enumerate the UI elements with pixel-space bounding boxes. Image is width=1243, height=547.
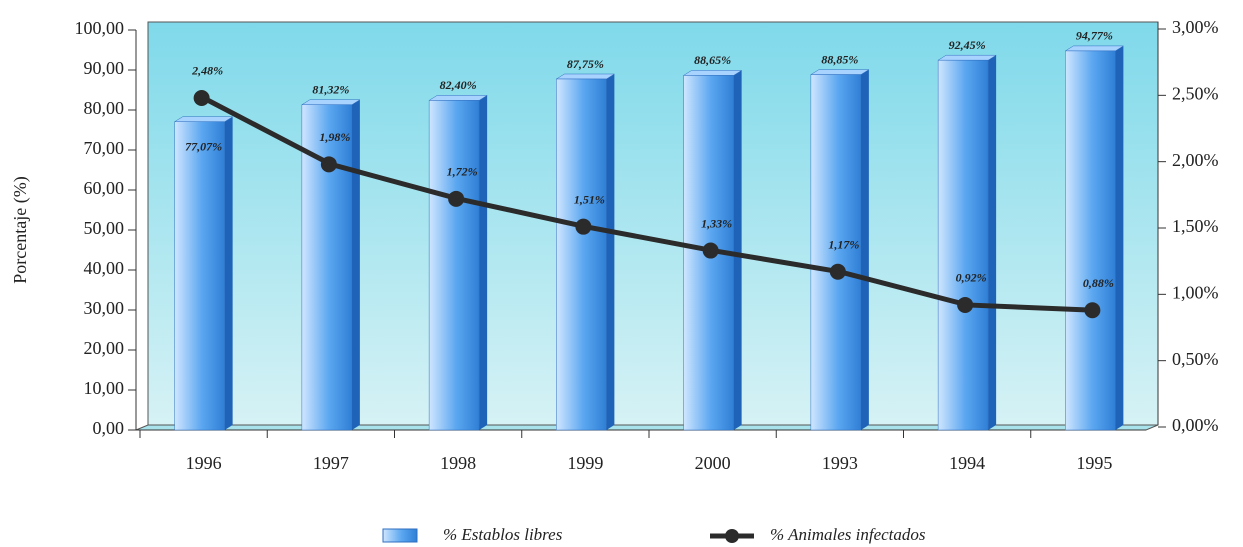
bar-top (428, 95, 488, 101)
line-value-label: 0,92% (956, 271, 987, 285)
x-tick-label: 1996 (186, 453, 222, 473)
bar-side (606, 74, 615, 430)
plot-wall (147, 21, 1159, 426)
y-tick-label: 10,00 (84, 378, 125, 398)
y2-tick-label: 1,00% (1172, 282, 1219, 302)
line-marker (575, 218, 592, 235)
line-marker (320, 156, 337, 173)
line-marker (829, 263, 846, 280)
bar-side (860, 69, 869, 430)
bar (1065, 50, 1116, 431)
bar (556, 78, 607, 431)
line-value-label: 1,51% (574, 192, 605, 206)
bar-side (224, 116, 233, 430)
x-tick-label: 2000 (695, 453, 731, 473)
x-tick-label: 1999 (567, 453, 603, 473)
bar-top (682, 70, 743, 76)
plot-floor (135, 424, 1159, 431)
bar-value-label: 92,45% (949, 38, 986, 52)
x-tick-label: 1997 (313, 453, 349, 473)
y-tick-label: 80,00 (84, 98, 125, 118)
y2-tick-label: 0,50% (1172, 349, 1219, 369)
bar (937, 59, 989, 431)
bar-value-label: 77,07% (185, 139, 222, 153)
legend-swatch (382, 528, 418, 543)
bar (174, 121, 225, 431)
y-axis-label: Porcentaje (%) (10, 176, 31, 283)
y-tick-label: 40,00 (84, 258, 125, 278)
y-tick-label: 70,00 (84, 138, 125, 158)
line-value-label: 2,48% (191, 64, 223, 78)
bar-top (555, 73, 616, 80)
y-tick-label: 90,00 (84, 58, 125, 78)
y2-tick-label: 0,00% (1172, 415, 1219, 435)
bar-side (351, 99, 360, 430)
line-value-label: 1,33% (701, 216, 732, 230)
bar-top (810, 69, 870, 75)
bar-value-label: 87,75% (567, 57, 604, 71)
line-marker (957, 296, 974, 313)
bar-value-label: 88,85% (821, 52, 858, 66)
bar-side (988, 55, 997, 430)
legend-swatch-marker (725, 529, 739, 543)
x-tick-label: 1993 (822, 453, 858, 473)
x-tick-label: 1994 (949, 453, 985, 473)
line-marker (702, 242, 719, 259)
bar (810, 74, 862, 431)
line-marker (448, 190, 465, 207)
line-value-label: 0,88% (1083, 276, 1114, 290)
legend-label: % Establos libres (443, 525, 563, 544)
y2-tick-label: 3,00% (1172, 17, 1219, 37)
legend-label: % Animales infectados (770, 525, 926, 544)
y-tick-label: 30,00 (84, 298, 125, 318)
line-value-label: 1,72% (447, 165, 478, 179)
y-tick-label: 60,00 (84, 178, 125, 198)
bar-side (479, 95, 488, 431)
bar-value-label: 88,65% (694, 53, 731, 67)
y-tick-label: 50,00 (84, 218, 125, 238)
bar-side (1115, 45, 1124, 431)
x-tick-label: 1998 (440, 453, 476, 473)
bar-top (173, 116, 234, 122)
y-tick-label: 20,00 (84, 338, 125, 358)
bar-side (733, 70, 742, 431)
bar-value-label: 81,32% (312, 82, 349, 96)
bar-top (301, 99, 361, 105)
y-tick-label: 100,00 (75, 18, 125, 38)
line-value-label: 1,17% (828, 238, 859, 252)
y-tick-label: 0,00 (93, 418, 125, 438)
bar-value-label: 94,77% (1076, 29, 1113, 43)
line (202, 95, 1095, 313)
bar (428, 100, 480, 431)
y2-tick-label: 2,00% (1172, 150, 1219, 170)
x-tick-label: 1995 (1076, 453, 1112, 473)
y2-tick-label: 2,50% (1172, 83, 1219, 103)
line-marker (1084, 302, 1101, 319)
bar-top (1064, 45, 1125, 52)
line-value-label: 1,98% (319, 130, 350, 144)
y2-tick-label: 1,50% (1172, 216, 1219, 236)
line-marker (193, 89, 210, 106)
bar-value-label: 82,40% (440, 78, 477, 92)
bar-top (937, 54, 997, 61)
